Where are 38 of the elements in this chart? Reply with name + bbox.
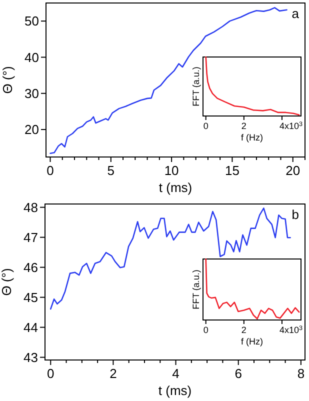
x-tick-label: 20 <box>286 163 300 178</box>
y-axis-title: FFT (a.u.) <box>191 66 201 106</box>
x-tick-label: 0 <box>47 366 54 381</box>
x-tick-label: 10 <box>164 163 179 178</box>
annotation: x10$^{3}$ <box>284 324 304 335</box>
y-axis-title: Θ (°) <box>0 268 14 296</box>
y-tick-label: 30 <box>24 86 39 101</box>
y-tick-label: 45 <box>24 290 38 305</box>
y-tick-label: 46 <box>24 260 38 275</box>
annotation: a <box>292 6 300 21</box>
y-axis-title: Θ (°) <box>0 66 15 94</box>
x-tick-label: 2 <box>241 325 246 335</box>
annotation: b <box>292 207 299 222</box>
y-tick-label: 47 <box>24 230 38 245</box>
x-tick-label: 4 <box>172 366 180 381</box>
x-axis-title: t (ms) <box>158 382 192 398</box>
x-tick-label: 8 <box>297 366 305 381</box>
x-axis-title: t (ms) <box>158 180 192 195</box>
annotation: x10$^{3}$ <box>284 120 304 131</box>
x-tick-label: 0 <box>203 121 208 131</box>
y-tick-label: 48 <box>24 200 38 215</box>
x-tick-label: 4 <box>279 121 284 131</box>
y-axis-title: FFT (a.u.) <box>191 270 201 310</box>
x-tick-label: 4 <box>279 325 284 335</box>
x-tick-label: 15 <box>224 163 240 178</box>
x-tick-label: 5 <box>107 163 115 178</box>
x-axis-title: f (Hz) <box>241 336 263 347</box>
x-tick-label: 6 <box>234 366 242 381</box>
x-tick-label: 2 <box>241 121 246 131</box>
x-axis-title: f (Hz) <box>241 132 263 143</box>
x-tick-label: 2 <box>110 366 117 381</box>
y-tick-label: 50 <box>24 14 39 29</box>
x-tick-label: 0 <box>46 163 54 178</box>
y-tick-label: 40 <box>24 50 39 65</box>
y-tick-label: 43 <box>24 350 38 365</box>
line-series <box>50 208 291 310</box>
y-tick-label: 44 <box>24 320 38 335</box>
x-tick-label: 0 <box>203 325 208 335</box>
